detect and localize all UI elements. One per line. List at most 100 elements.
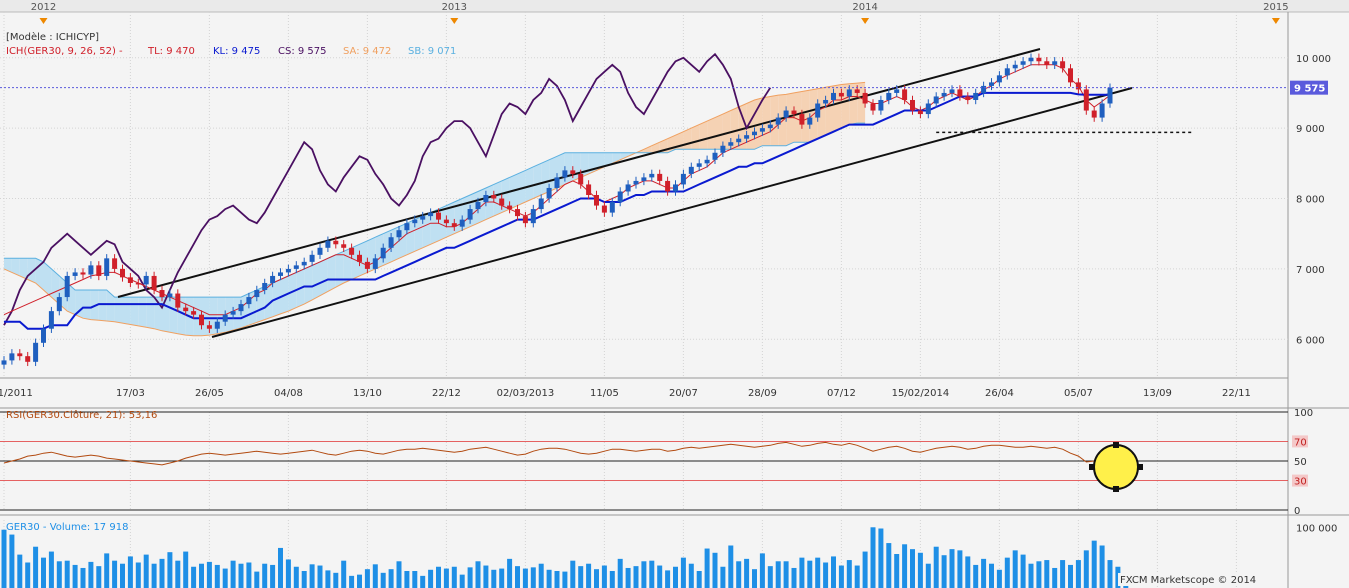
candle-body[interactable] — [183, 307, 189, 312]
candle-body[interactable] — [167, 293, 173, 298]
candle-body[interactable] — [33, 342, 39, 362]
candle-body[interactable] — [1004, 68, 1010, 76]
candle-body[interactable] — [736, 138, 742, 143]
candle-body[interactable] — [854, 89, 860, 93]
candle-body[interactable] — [609, 202, 615, 213]
candle-body[interactable] — [17, 353, 23, 357]
candle-body[interactable] — [364, 261, 370, 269]
candle-body[interactable] — [159, 290, 165, 298]
candle-body[interactable] — [744, 135, 750, 139]
candle-body[interactable] — [451, 223, 457, 227]
candle-body[interactable] — [657, 173, 663, 181]
candle-body[interactable] — [1060, 61, 1066, 69]
candle-body[interactable] — [127, 277, 133, 283]
candle-body[interactable] — [886, 92, 892, 100]
candle-body[interactable] — [1107, 87, 1113, 104]
candle-body[interactable] — [404, 223, 410, 231]
candle-body[interactable] — [206, 325, 212, 329]
candle-body[interactable] — [396, 230, 402, 238]
candle-body[interactable] — [625, 184, 631, 192]
candle-body[interactable] — [491, 195, 497, 199]
candle-body[interactable] — [752, 131, 757, 136]
resize-handle[interactable] — [1089, 464, 1095, 470]
candle-body[interactable] — [175, 293, 181, 308]
candle-body[interactable] — [80, 272, 86, 275]
candle-body[interactable] — [562, 170, 568, 178]
candle-body[interactable] — [831, 92, 836, 100]
candle-body[interactable] — [641, 177, 647, 181]
candle-body[interactable] — [941, 92, 947, 97]
candle-body[interactable] — [1099, 103, 1105, 118]
candle-body[interactable] — [428, 212, 434, 217]
candle-body[interactable] — [554, 177, 560, 188]
candle-body[interactable] — [443, 219, 449, 224]
candle-body[interactable] — [515, 209, 520, 217]
candle-body[interactable] — [1044, 61, 1050, 65]
candle-body[interactable] — [996, 75, 1002, 83]
candle-body[interactable] — [570, 170, 576, 174]
candle-body[interactable] — [902, 89, 908, 100]
candle-body[interactable] — [349, 247, 355, 255]
candle-body[interactable] — [696, 163, 702, 167]
candle-body[interactable] — [238, 304, 244, 312]
candle-body[interactable] — [688, 166, 694, 174]
candle-body[interactable] — [214, 321, 220, 329]
candle-body[interactable] — [246, 297, 252, 305]
candle-body[interactable] — [665, 180, 671, 192]
candle-body[interactable] — [1028, 57, 1034, 62]
resize-handle[interactable] — [1113, 486, 1119, 492]
candle-body[interactable] — [680, 173, 686, 185]
candle-body[interactable] — [578, 173, 584, 185]
candle-body[interactable] — [436, 212, 441, 220]
candle-body[interactable] — [546, 187, 552, 199]
candle-body[interactable] — [775, 117, 781, 125]
candle-body[interactable] — [989, 82, 994, 86]
candle-body[interactable] — [1068, 68, 1073, 83]
candle-body[interactable] — [704, 159, 710, 164]
candle-body[interactable] — [791, 110, 797, 115]
candle-body[interactable] — [270, 275, 276, 283]
candle-body[interactable] — [649, 173, 655, 178]
resize-handle[interactable] — [1137, 464, 1143, 470]
candle-body[interactable] — [973, 92, 979, 100]
candle-body[interactable] — [143, 275, 149, 285]
candle-body[interactable] — [807, 117, 813, 125]
candle-body[interactable] — [586, 184, 592, 195]
candle-body[interactable] — [965, 96, 971, 100]
candle-body[interactable] — [1075, 82, 1081, 90]
candle-body[interactable] — [917, 110, 923, 115]
candle-body[interactable] — [88, 265, 94, 275]
candle-body[interactable] — [499, 198, 505, 206]
candle-body[interactable] — [815, 103, 821, 118]
candle-body[interactable] — [104, 258, 110, 276]
candle-body[interactable] — [910, 99, 915, 111]
candle-body[interactable] — [420, 216, 426, 220]
candle-body[interactable] — [617, 191, 623, 203]
candle-body[interactable] — [1012, 64, 1018, 69]
candle-body[interactable] — [838, 92, 844, 97]
candle-body[interactable] — [1052, 61, 1058, 65]
candle-body[interactable] — [728, 142, 734, 146]
candle-body[interactable] — [846, 89, 852, 97]
rsi-highlight-circle[interactable] — [1093, 444, 1139, 490]
candle-body[interactable] — [199, 314, 204, 326]
candle-body[interactable] — [325, 240, 331, 248]
candle-body[interactable] — [41, 328, 46, 343]
candle-body[interactable] — [120, 268, 125, 278]
candle-body[interactable] — [759, 128, 765, 132]
candle-body[interactable] — [254, 290, 260, 298]
candle-body[interactable] — [333, 240, 339, 245]
candle-body[interactable] — [301, 261, 307, 266]
candle-body[interactable] — [862, 92, 868, 104]
candle-body[interactable] — [459, 219, 465, 227]
candle-body[interactable] — [135, 282, 141, 285]
candle-body[interactable] — [933, 96, 939, 104]
candle-body[interactable] — [388, 237, 394, 248]
candle-body[interactable] — [767, 124, 773, 129]
candle-body[interactable] — [633, 180, 639, 185]
candle-body[interactable] — [262, 282, 268, 291]
candle-body[interactable] — [191, 311, 197, 315]
candle-body[interactable] — [507, 205, 513, 210]
candle-body[interactable] — [48, 311, 54, 329]
